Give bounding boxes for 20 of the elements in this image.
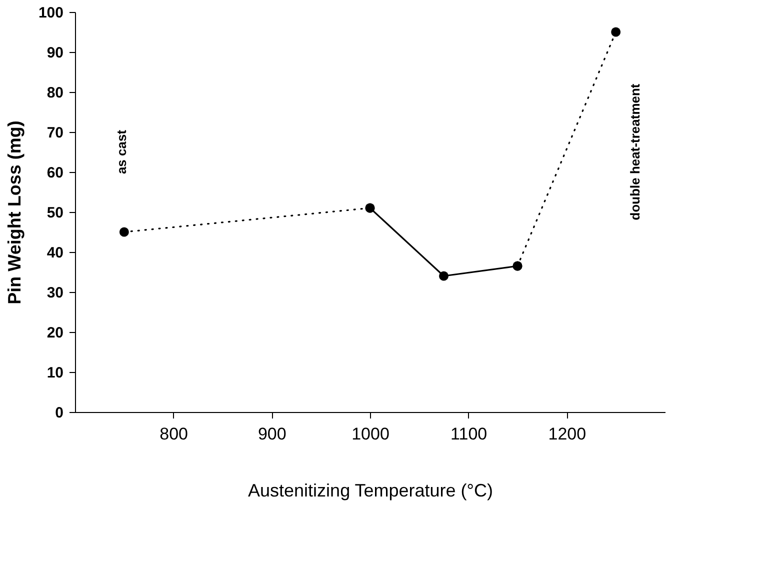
y-tick-label: 60 [46, 164, 64, 182]
annotation: double heat-treatment [628, 83, 642, 220]
x-tick-label: 900 [258, 424, 286, 444]
x-tick-label: 1100 [450, 424, 488, 444]
x-axis-title: Austenitizing Temperature (°C) [248, 480, 493, 500]
y-tick-label: 70 [46, 124, 64, 142]
y-tick-label: 90 [46, 44, 64, 62]
x-tick-label: 1000 [352, 424, 390, 444]
y-tick-label: 100 [38, 4, 64, 22]
y-tick-label: 80 [46, 84, 64, 102]
x-tick-label: 1200 [548, 424, 586, 444]
annotation: as cast [114, 129, 130, 174]
y-tick-label: 0 [55, 404, 64, 422]
y-tick-label: 10 [46, 364, 64, 382]
x-tick-label: 800 [160, 424, 188, 444]
y-tick-label: 20 [46, 324, 64, 342]
y-tick-label: 50 [46, 204, 64, 222]
y-tick-label: 40 [46, 244, 64, 262]
y-axis-title: Pin Weight Loss (mg) [4, 120, 24, 304]
y-tick-label: 30 [46, 284, 64, 302]
